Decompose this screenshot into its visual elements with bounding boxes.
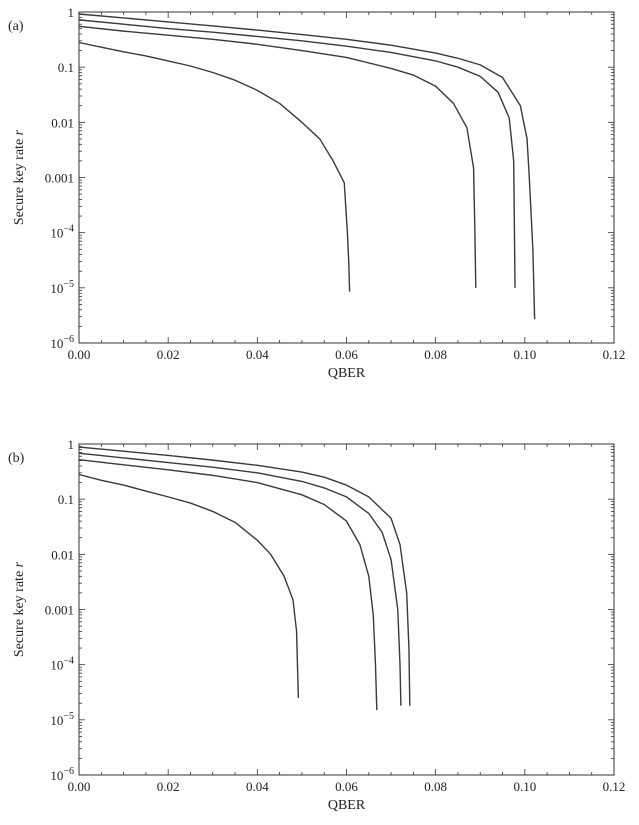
y-axis-label: Secure key rate r [12,561,27,657]
y-tick-label: 0.01 [51,115,74,130]
x-axis-label: QBER [328,366,366,381]
x-tick-label: 0.04 [246,779,269,794]
y-axis-label: Secure key rate r [12,129,27,225]
y-tick-label: 1 [68,5,75,20]
series-line-1 [78,473,300,698]
series-line-2 [78,25,477,288]
y-tick-label: 0.1 [58,492,74,507]
series-line-2 [78,458,378,711]
y-tick-label: 0.01 [51,547,74,562]
x-tick-label: 0.12 [603,779,626,794]
y-tick-label: 10−4 [50,656,74,673]
x-tick-label: 0.02 [157,779,180,794]
series-line-3 [78,19,516,288]
y-tick-label: 10−5 [50,279,74,296]
series-line-1 [78,41,351,292]
panel-label: (b) [8,451,25,466]
panel-label: (a) [8,19,24,34]
x-tick-label: 0.12 [603,347,626,362]
y-tick-label: 1 [68,437,75,452]
chart-panel-b: 0.00 0.02 0.04 0.06 0.08 0.10 0.12 1 0.1 0.01 0.00… [8,437,625,813]
x-tick-label: 0.08 [424,347,447,362]
chart-panel-a: 0.00 0.02 0.04 0.06 0.08 0.10 0.12 1 0.1 0.01 0.00… [8,5,625,381]
x-tick-label: 0.10 [513,779,536,794]
x-tick-label: 0.08 [424,779,447,794]
x-tick-label: 0.06 [335,779,358,794]
x-axis-label: QBER [328,798,366,813]
series-line-4 [78,446,411,706]
x-tick-label: 0.04 [246,347,269,362]
y-tick-label: 10−4 [50,224,74,241]
y-tick-label: 0.001 [45,603,74,618]
series-line-4 [78,13,536,320]
x-tick-label: 0.02 [157,347,180,362]
y-tick-label: 10−6 [50,334,74,351]
x-tick-label: 0.00 [68,779,91,794]
x-tick-label: 0.10 [513,347,536,362]
y-tick-label: 10−5 [50,711,74,728]
y-tick-label: 10−6 [50,766,74,783]
x-tick-label: 0.00 [68,347,91,362]
y-tick-label: 0.1 [58,60,74,75]
x-tick-label: 0.06 [335,347,358,362]
y-tick-label: 0.001 [45,171,74,186]
series-line-3 [78,452,402,706]
plot-frame [78,443,615,776]
